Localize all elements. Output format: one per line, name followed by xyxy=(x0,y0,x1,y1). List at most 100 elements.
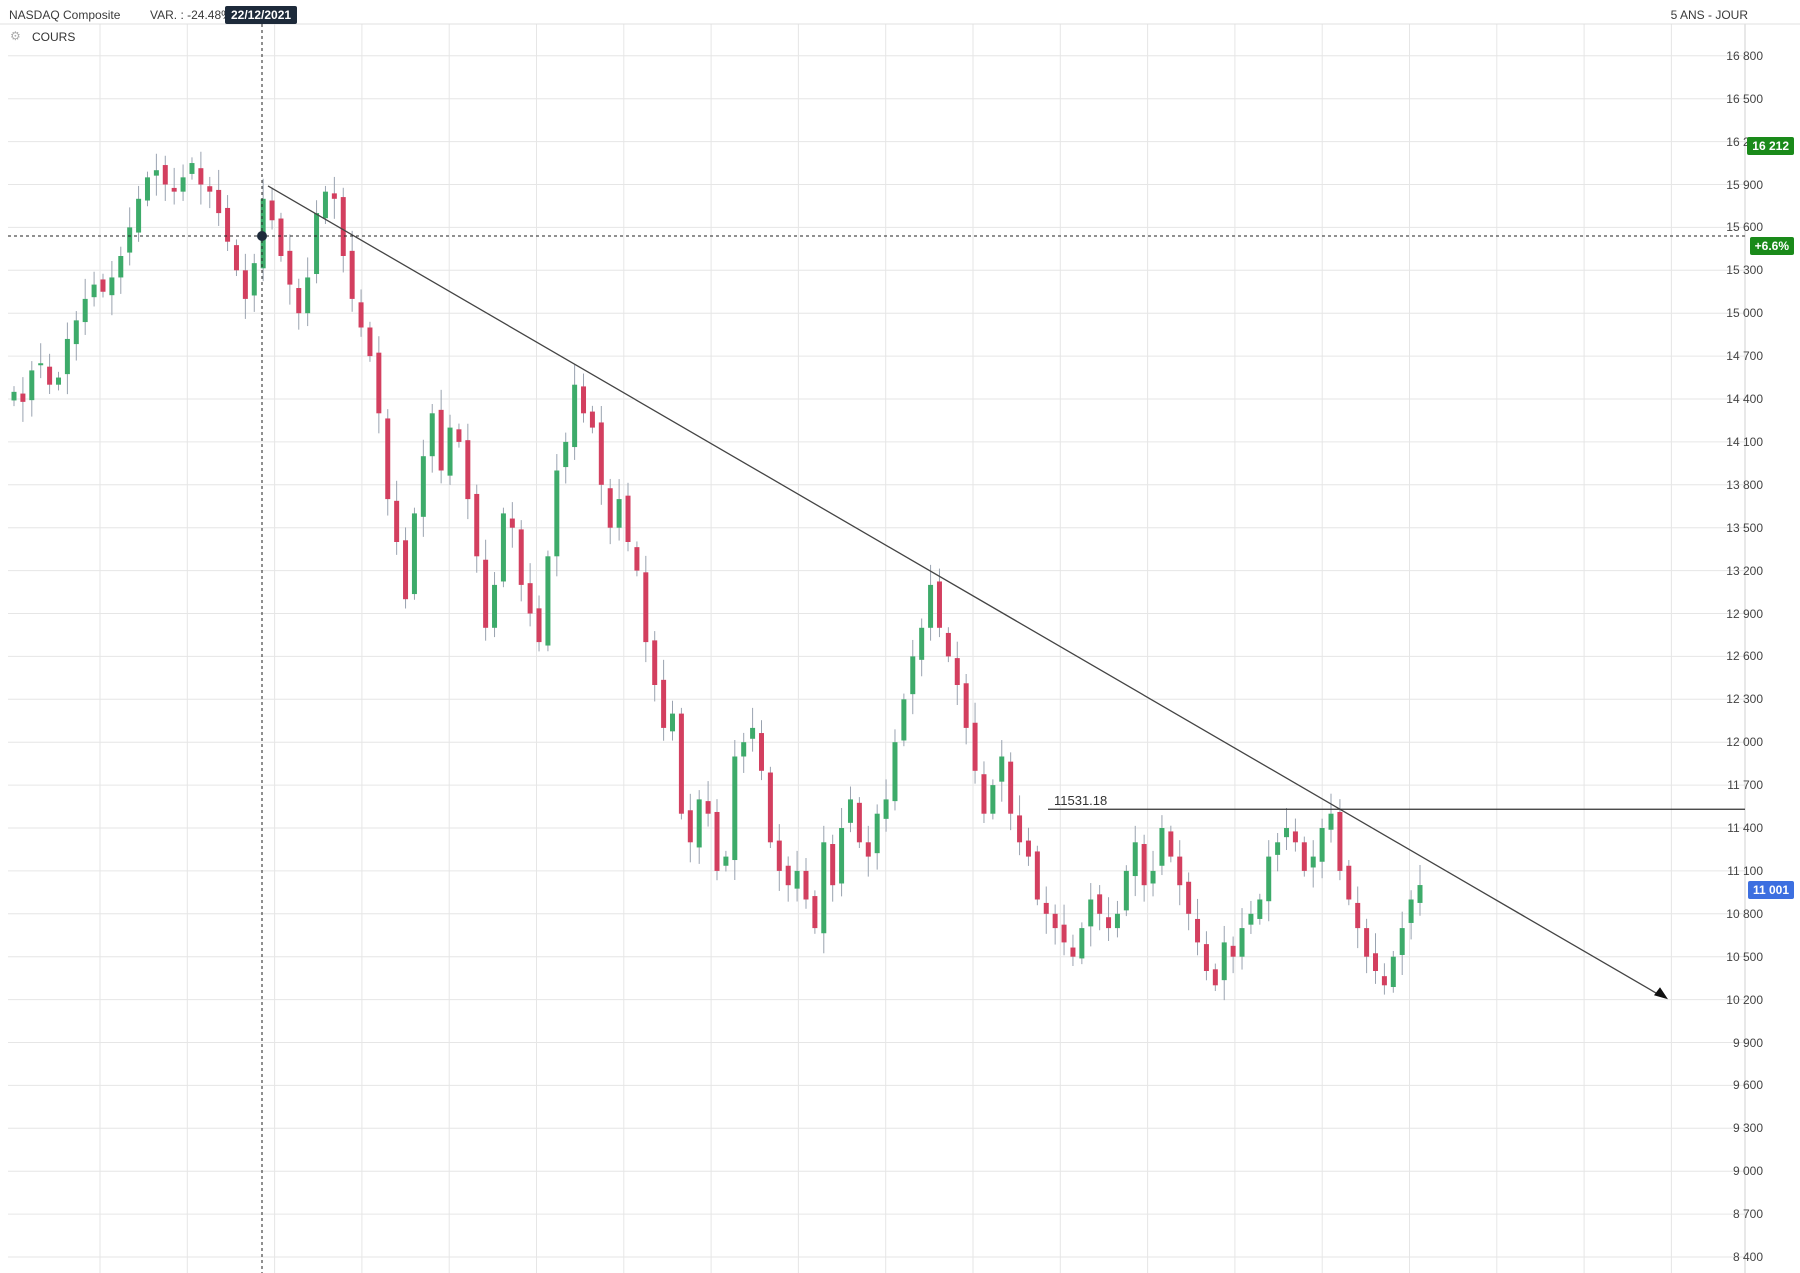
candle-down xyxy=(269,200,275,221)
y-tick-label: 15 600 xyxy=(1726,220,1763,235)
candle-down xyxy=(376,352,382,414)
candle-down xyxy=(607,488,613,528)
y-tick-label: 9 300 xyxy=(1732,1121,1763,1136)
candle-up xyxy=(144,177,150,201)
y-tick-label: 8 400 xyxy=(1732,1250,1763,1264)
candle-down xyxy=(1301,842,1307,871)
y-tick-label: 15 000 xyxy=(1726,306,1763,321)
y-tick-label: 12 300 xyxy=(1726,692,1763,707)
candle-down xyxy=(438,409,444,471)
candle-up xyxy=(670,713,676,732)
period-selector[interactable]: 5 ANS - JOUR xyxy=(1670,8,1748,22)
candle-up xyxy=(1257,899,1263,919)
candle-down xyxy=(634,547,640,571)
candle-down xyxy=(296,288,302,314)
candle-down xyxy=(340,197,346,256)
y-tick-label: 11 400 xyxy=(1727,821,1763,835)
candle-down xyxy=(47,366,53,385)
chart-grid xyxy=(0,23,1800,1273)
candle-down xyxy=(456,429,462,442)
y-tick-label: 11 700 xyxy=(1727,778,1763,793)
candle-down xyxy=(625,495,631,542)
candle-up xyxy=(901,699,907,741)
y-tick-label: 15 300 xyxy=(1726,263,1763,278)
candle-down xyxy=(358,302,364,328)
candle-up xyxy=(82,298,88,323)
candle-down xyxy=(589,411,595,428)
candle-down xyxy=(216,189,222,214)
support-label: 11531.18 xyxy=(1054,793,1107,808)
candle-up xyxy=(314,213,320,275)
candle-down xyxy=(1008,761,1014,814)
candle-up xyxy=(251,263,257,296)
candle-down xyxy=(954,658,960,685)
candle-up xyxy=(180,177,186,192)
candle-down xyxy=(714,811,720,871)
candle-down xyxy=(830,844,836,886)
candle-up xyxy=(990,785,996,814)
candle-down xyxy=(367,327,373,357)
candle-down xyxy=(936,581,942,628)
candle-down xyxy=(1337,811,1343,871)
candle-down xyxy=(331,193,337,199)
y-tick-label: 14 700 xyxy=(1726,349,1763,364)
y-tick-label: 8 700 xyxy=(1732,1207,1763,1222)
candle-up xyxy=(545,556,551,646)
candle-up xyxy=(1248,913,1254,925)
candle-up xyxy=(127,227,133,253)
candle-up xyxy=(29,370,35,401)
indicator-label-cours[interactable]: COURS xyxy=(32,30,76,44)
candle-up xyxy=(1310,856,1316,868)
variation-value: VAR. : -24.48% xyxy=(150,8,225,22)
candle-down xyxy=(661,679,667,728)
y-tick-label: 13 200 xyxy=(1726,563,1763,578)
candle-down xyxy=(162,165,168,185)
candle-down xyxy=(207,186,213,192)
candle-down xyxy=(1106,917,1112,929)
instrument-name: NASDAQ Composite xyxy=(9,8,121,22)
candle-down xyxy=(1212,969,1218,986)
candle-down xyxy=(803,870,809,900)
candle-up xyxy=(136,198,142,233)
y-tick-label: 13 500 xyxy=(1726,520,1763,535)
candle-up xyxy=(38,363,44,366)
y-tick-label: 9 600 xyxy=(1732,1078,1763,1093)
y-tick-label: 9 000 xyxy=(1732,1164,1763,1179)
candle-down xyxy=(1186,881,1192,914)
candle-up xyxy=(821,842,827,934)
candle-down xyxy=(1355,902,1361,929)
candle-down xyxy=(1070,947,1076,957)
candle-up xyxy=(1417,885,1423,903)
gear-icon[interactable]: ⚙ xyxy=(10,29,21,43)
candle-down xyxy=(1061,924,1067,943)
candle-up xyxy=(919,627,925,660)
candle-down xyxy=(678,713,684,814)
candle-up xyxy=(1266,856,1272,902)
candle-down xyxy=(865,842,871,857)
candle-down xyxy=(242,270,248,299)
candle-down xyxy=(598,422,604,485)
candle-up xyxy=(322,191,328,219)
candle-down xyxy=(100,279,106,292)
change-price-tag: +6.6% xyxy=(1749,237,1794,255)
y-tick-label: 14 100 xyxy=(1726,434,1763,449)
candle-down xyxy=(518,529,524,585)
candle-down xyxy=(474,493,480,557)
candle-up xyxy=(563,441,569,468)
candle-up xyxy=(1079,928,1085,959)
candle-up xyxy=(11,391,17,401)
candle-up xyxy=(883,799,889,819)
candle-up xyxy=(554,470,560,557)
y-tick-label: 14 400 xyxy=(1726,392,1763,406)
candle-down xyxy=(652,640,658,685)
candle-up xyxy=(305,277,311,314)
candlestick-series xyxy=(11,151,1423,1001)
candle-down xyxy=(198,168,204,185)
candle-up xyxy=(429,413,435,457)
candle-down xyxy=(509,518,515,528)
candle-down xyxy=(1292,831,1298,843)
candle-down xyxy=(812,896,818,929)
candle-up xyxy=(91,284,97,298)
candle-down xyxy=(171,187,177,192)
